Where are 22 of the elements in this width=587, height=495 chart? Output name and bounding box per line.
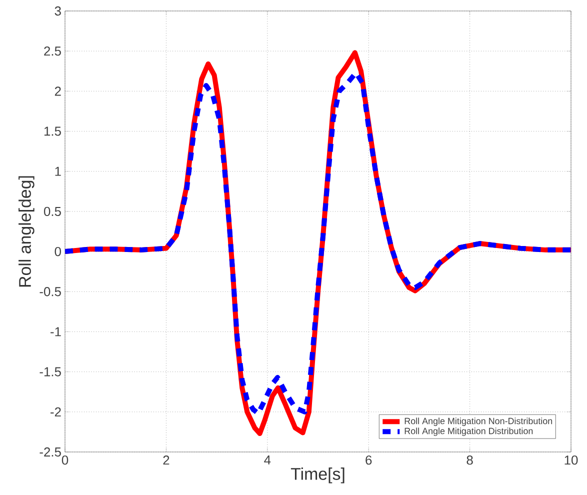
x-tick-label: 8 xyxy=(466,456,473,465)
y-tick-label: 0.5 xyxy=(44,206,61,216)
y-axis-title: Roll angle[deg] xyxy=(18,176,34,287)
y-tick-label: 1.5 xyxy=(44,126,61,136)
y-tick-label: -2.5 xyxy=(40,447,61,457)
legend-label: Roll Angle Mitigation Non-Distribution xyxy=(404,418,552,426)
y-tick-label: -1 xyxy=(50,327,61,336)
y-tick-label: -0.5 xyxy=(40,287,61,296)
y-tick-label: 0 xyxy=(54,246,61,256)
legend-label: Roll Angle Mitigation Distribution xyxy=(404,428,533,436)
y-tick-label: -1.5 xyxy=(40,367,61,376)
y-tick-label: 2 xyxy=(54,86,61,96)
x-tick-label: 4 xyxy=(264,456,271,464)
x-tick-label: 2 xyxy=(163,456,170,465)
y-tick-label: 2.5 xyxy=(44,46,61,56)
y-tick-label: 1 xyxy=(55,166,61,176)
y-tick-label: 3 xyxy=(54,6,61,16)
x-tick-label: 6 xyxy=(366,456,372,465)
y-tick-label: -2 xyxy=(50,407,61,416)
x-tick-label: 0 xyxy=(62,456,68,465)
x-axis-title: Time[s] xyxy=(290,468,344,484)
x-tick-label: 10 xyxy=(564,456,578,465)
